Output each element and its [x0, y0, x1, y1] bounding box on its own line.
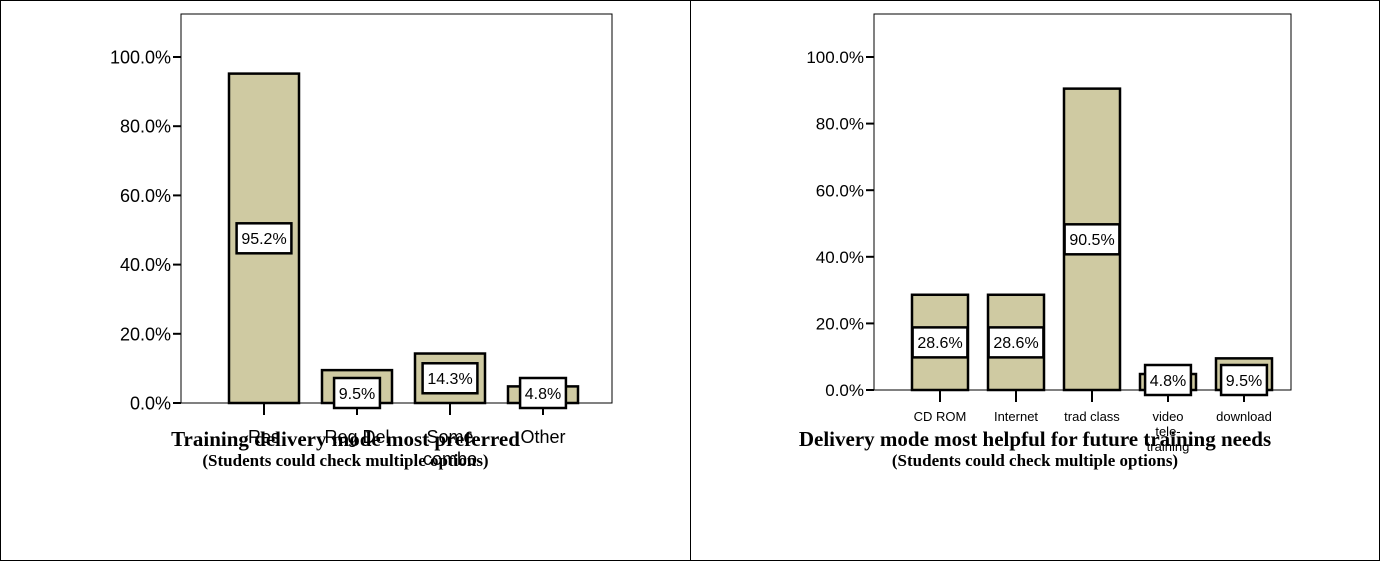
x-tick-label: tele-: [1155, 424, 1180, 439]
right-chart: 0.0% 20.0% 40.0% 60.0% 80.0% 100.0% CD ROM 28.6…: [806, 13, 1292, 454]
data-label-box: [1219, 363, 1269, 397]
data-label-box: [332, 376, 382, 410]
x-tick-label: combo: [423, 449, 477, 469]
y-tick-label: 100.0%: [110, 47, 171, 67]
data-label-box: [1063, 223, 1121, 256]
data-label: 90.5%: [1069, 232, 1114, 249]
left-chart-panel: 0.0% 20.0% 40.0% 60.0% 80.0% 100.0% Res 95.2% Re…: [0, 0, 691, 561]
data-label: 4.8%: [1150, 373, 1186, 390]
y-tick-label: 80.0%: [120, 117, 171, 137]
data-label: 28.6%: [917, 335, 962, 352]
y-tick-label: 60.0%: [816, 181, 864, 200]
y-tick-label: 100.0%: [806, 48, 864, 67]
x-tick-label: video: [1152, 409, 1183, 424]
right-chart-subtitle: (Students could check multiple options): [891, 451, 1179, 470]
data-label-box: [987, 326, 1045, 359]
x-tick-label: Other: [520, 427, 565, 447]
right-chart-panel: 0.0% 20.0% 40.0% 60.0% 80.0% 100.0% CD ROM 28.6…: [690, 0, 1380, 561]
y-tick-label: 20.0%: [816, 315, 864, 334]
data-label-box: [235, 222, 293, 255]
left-chart-title: Training delivery mode most preferred: [171, 427, 520, 451]
data-label-box: [1143, 363, 1193, 397]
left-chart: 0.0% 20.0% 40.0% 60.0% 80.0% 100.0% Res 95.2% Re…: [110, 13, 613, 469]
data-label: 9.5%: [339, 386, 375, 403]
x-tick-label: Some: [426, 427, 473, 447]
data-label: 28.6%: [993, 335, 1038, 352]
y-tick-label: 80.0%: [816, 115, 864, 134]
y-tick-label: 60.0%: [120, 186, 171, 206]
data-label-box: [911, 326, 969, 359]
x-tick-label: download: [1216, 409, 1272, 424]
x-tick-label: Internet: [994, 409, 1038, 424]
y-tick-label: 40.0%: [120, 255, 171, 275]
plot-frame: [180, 13, 613, 404]
y-tick-label: 20.0%: [120, 324, 171, 344]
data-label-box: [518, 376, 568, 410]
x-tick-label: Reg Del: [324, 427, 389, 447]
y-tick-label: 0.0%: [130, 393, 171, 413]
x-tick-label: training: [1147, 439, 1190, 454]
x-tick-label: trad class: [1064, 409, 1120, 424]
data-label: 95.2%: [241, 231, 286, 248]
x-tick-label: CD ROM: [914, 409, 967, 424]
data-label-box: [421, 362, 479, 395]
y-tick-label: 40.0%: [816, 248, 864, 267]
left-chart-subtitle: (Students could check multiple options): [202, 451, 489, 470]
data-label: 9.5%: [1226, 373, 1262, 390]
data-label: 14.3%: [427, 371, 472, 388]
y-tick-label: 0.0%: [825, 381, 864, 400]
right-chart-title: Delivery mode most helpful for future tr…: [798, 427, 1272, 451]
data-label: 4.8%: [525, 386, 561, 403]
x-tick-label: Res: [248, 427, 280, 447]
